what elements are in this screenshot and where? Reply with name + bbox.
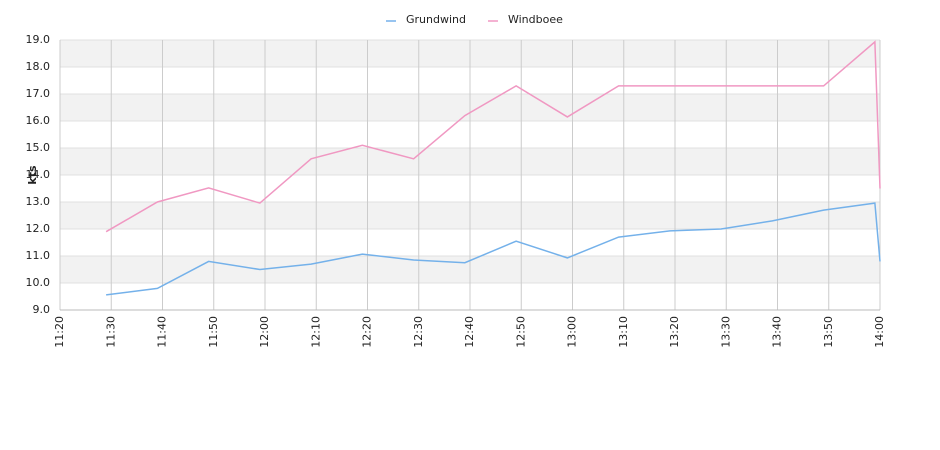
y-tick-label: 19.0 [26,33,51,46]
x-tick-label: 12:10 [309,316,322,348]
legend: Grundwind Windboee [386,13,563,26]
x-tick-label: 13:10 [617,316,630,348]
y-tick-label: 15.0 [26,141,51,154]
legend-label: Grundwind [406,13,466,26]
line [106,202,881,296]
y-tick-label: 14.0 [26,168,51,181]
x-tick-label: 12:50 [514,316,527,348]
x-tick-label: 13:00 [566,316,579,348]
x-tick-label: 13:30 [719,316,732,348]
y-tick-label: 16.0 [26,114,51,127]
x-tick-label: 12:30 [412,316,425,348]
x-tick-label: 11:20 [53,316,66,348]
x-tick-label: 13:40 [771,316,784,348]
y-tick-label: 18.0 [26,60,51,73]
x-tick-label: 11:40 [156,316,169,348]
y-tick-label: 10.0 [26,276,51,289]
y-axis-label: kts [26,165,39,185]
x-tick-label: 11:30 [104,316,117,348]
x-tick-label: 13:20 [668,316,681,348]
y-tick-label: 11.0 [26,249,51,262]
legend-label: Windboee [508,13,563,26]
x-tick-label: 14:00 [873,316,886,348]
y-tick-label: 13.0 [26,195,51,208]
x-tick-label: 12:20 [361,316,374,348]
x-tick-label: 11:50 [207,316,220,348]
y-tick-label: 17.0 [26,87,51,100]
y-tick-label: 9.0 [33,303,51,316]
x-tick-label: 13:50 [822,316,835,348]
line [105,40,881,233]
y-tick-label: 12.0 [26,222,51,235]
x-tick-label: 12:40 [463,316,476,348]
x-tick-label: 12:00 [258,316,271,348]
